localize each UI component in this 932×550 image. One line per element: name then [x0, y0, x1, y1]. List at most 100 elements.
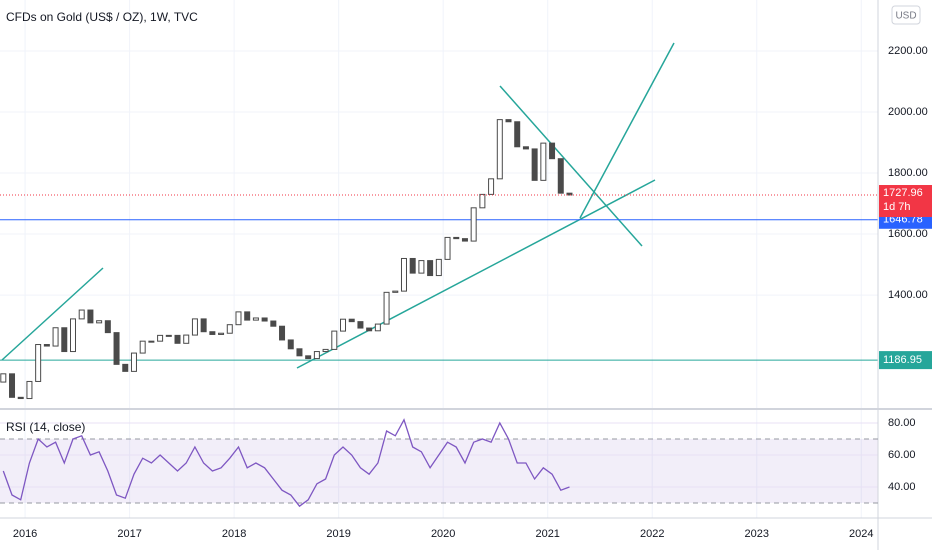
- candle-body: [148, 340, 155, 343]
- x-tick-label: 2016: [13, 528, 37, 540]
- candle-body: [557, 158, 564, 194]
- candle-body: [183, 334, 190, 344]
- countdown-label: 1d 7h: [883, 201, 911, 213]
- candle-body: [157, 334, 164, 342]
- candle-body: [374, 323, 381, 332]
- candle-body: [69, 318, 76, 353]
- candle-body: [488, 178, 495, 195]
- candle-body: [392, 290, 399, 293]
- candle-body: [96, 320, 103, 324]
- candle-body: [540, 142, 547, 181]
- candle-body: [366, 327, 373, 332]
- rsi-line: [2, 418, 570, 508]
- candle-body: [566, 192, 573, 196]
- y-tick-label: 40.00: [888, 481, 916, 493]
- candle-body: [340, 318, 347, 332]
- currency-button[interactable]: [891, 5, 921, 25]
- trend-line: [579, 42, 675, 219]
- candle-body: [427, 260, 434, 277]
- candle-body: [87, 309, 94, 324]
- candle-body: [470, 207, 477, 242]
- price-line-label: 1186.95: [883, 354, 922, 366]
- candle-body: [418, 260, 425, 274]
- candle-body: [313, 351, 320, 360]
- x-tick-label: 2018: [222, 528, 246, 540]
- candle-body: [296, 348, 303, 357]
- candle-body: [270, 320, 277, 327]
- x-tick-label: 2020: [431, 528, 455, 540]
- trend-line: [1, 267, 104, 361]
- grid: [0, 0, 878, 518]
- candle-body: [514, 121, 521, 148]
- candle-body: [52, 327, 59, 347]
- candle-body: [549, 142, 556, 160]
- y-tick-label: 60.00: [888, 449, 916, 461]
- x-tick-label: 2024: [849, 528, 873, 540]
- candle-body: [0, 373, 7, 383]
- trend-line: [296, 179, 656, 369]
- candle-body: [461, 238, 468, 242]
- y-tick-label: 1600.00: [888, 228, 928, 240]
- candle-body: [139, 340, 146, 354]
- drawings: [0, 42, 878, 369]
- candle-body: [322, 348, 329, 353]
- x-tick-label: 2022: [640, 528, 664, 540]
- y-tick-label: 1800.00: [888, 167, 928, 179]
- candle-body: [348, 318, 355, 323]
- candle-body: [78, 309, 85, 320]
- candle-body: [453, 236, 460, 240]
- candle-body: [218, 332, 225, 335]
- last-price-label-bg: [879, 185, 932, 218]
- candle-body: [35, 344, 42, 382]
- candle-body: [174, 334, 181, 344]
- candle-body: [9, 373, 16, 398]
- candle-body: [444, 236, 451, 260]
- candle-body: [435, 258, 442, 277]
- candle-body: [17, 396, 24, 400]
- candle-body: [287, 339, 294, 350]
- y-tick-label: 2200.00: [888, 45, 928, 57]
- x-tick-label: 2023: [745, 528, 769, 540]
- candle-body: [43, 344, 50, 347]
- candle-body: [409, 257, 416, 274]
- candle-body: [505, 119, 512, 123]
- candle-body: [235, 311, 242, 326]
- candle-body: [305, 355, 312, 360]
- candle-body: [61, 327, 68, 353]
- candle-body: [522, 146, 529, 150]
- candle-body: [226, 324, 233, 334]
- candle-body: [26, 380, 33, 400]
- candle-body: [191, 318, 198, 336]
- currency-label[interactable]: USD: [895, 11, 916, 22]
- candle-body: [400, 257, 407, 292]
- y-tick-label: 2000.00: [888, 106, 928, 118]
- price-line-label-bg: [879, 351, 932, 370]
- candle-body: [383, 291, 390, 325]
- y-tick-label: 1400.00: [888, 289, 928, 301]
- x-tick-label: 2017: [117, 528, 141, 540]
- candle-body: [331, 330, 338, 350]
- chart-title: CFDs on Gold (US$ / OZ), 1W, TVC: [6, 10, 198, 24]
- y-tick-label: 80.00: [888, 417, 916, 429]
- candle-body: [531, 148, 538, 181]
- x-tick-label: 2019: [326, 528, 350, 540]
- rsi-band: [0, 438, 878, 503]
- rsi-title: RSI (14, close): [6, 420, 85, 434]
- x-tick-label: 2021: [535, 528, 559, 540]
- candle-body: [244, 311, 251, 321]
- candle-body: [479, 193, 486, 209]
- candle-body: [252, 317, 259, 321]
- candle-body: [279, 325, 286, 341]
- candle-body: [104, 320, 111, 334]
- candle-body: [165, 334, 172, 337]
- candle-body: [357, 321, 364, 329]
- candle-body: [113, 332, 120, 365]
- candle-body: [130, 352, 137, 372]
- candle-body: [122, 363, 129, 372]
- candle-body: [200, 318, 207, 333]
- candle-body: [261, 317, 268, 322]
- candle-body: [496, 119, 503, 180]
- last-price-label: 1727.96: [883, 187, 923, 199]
